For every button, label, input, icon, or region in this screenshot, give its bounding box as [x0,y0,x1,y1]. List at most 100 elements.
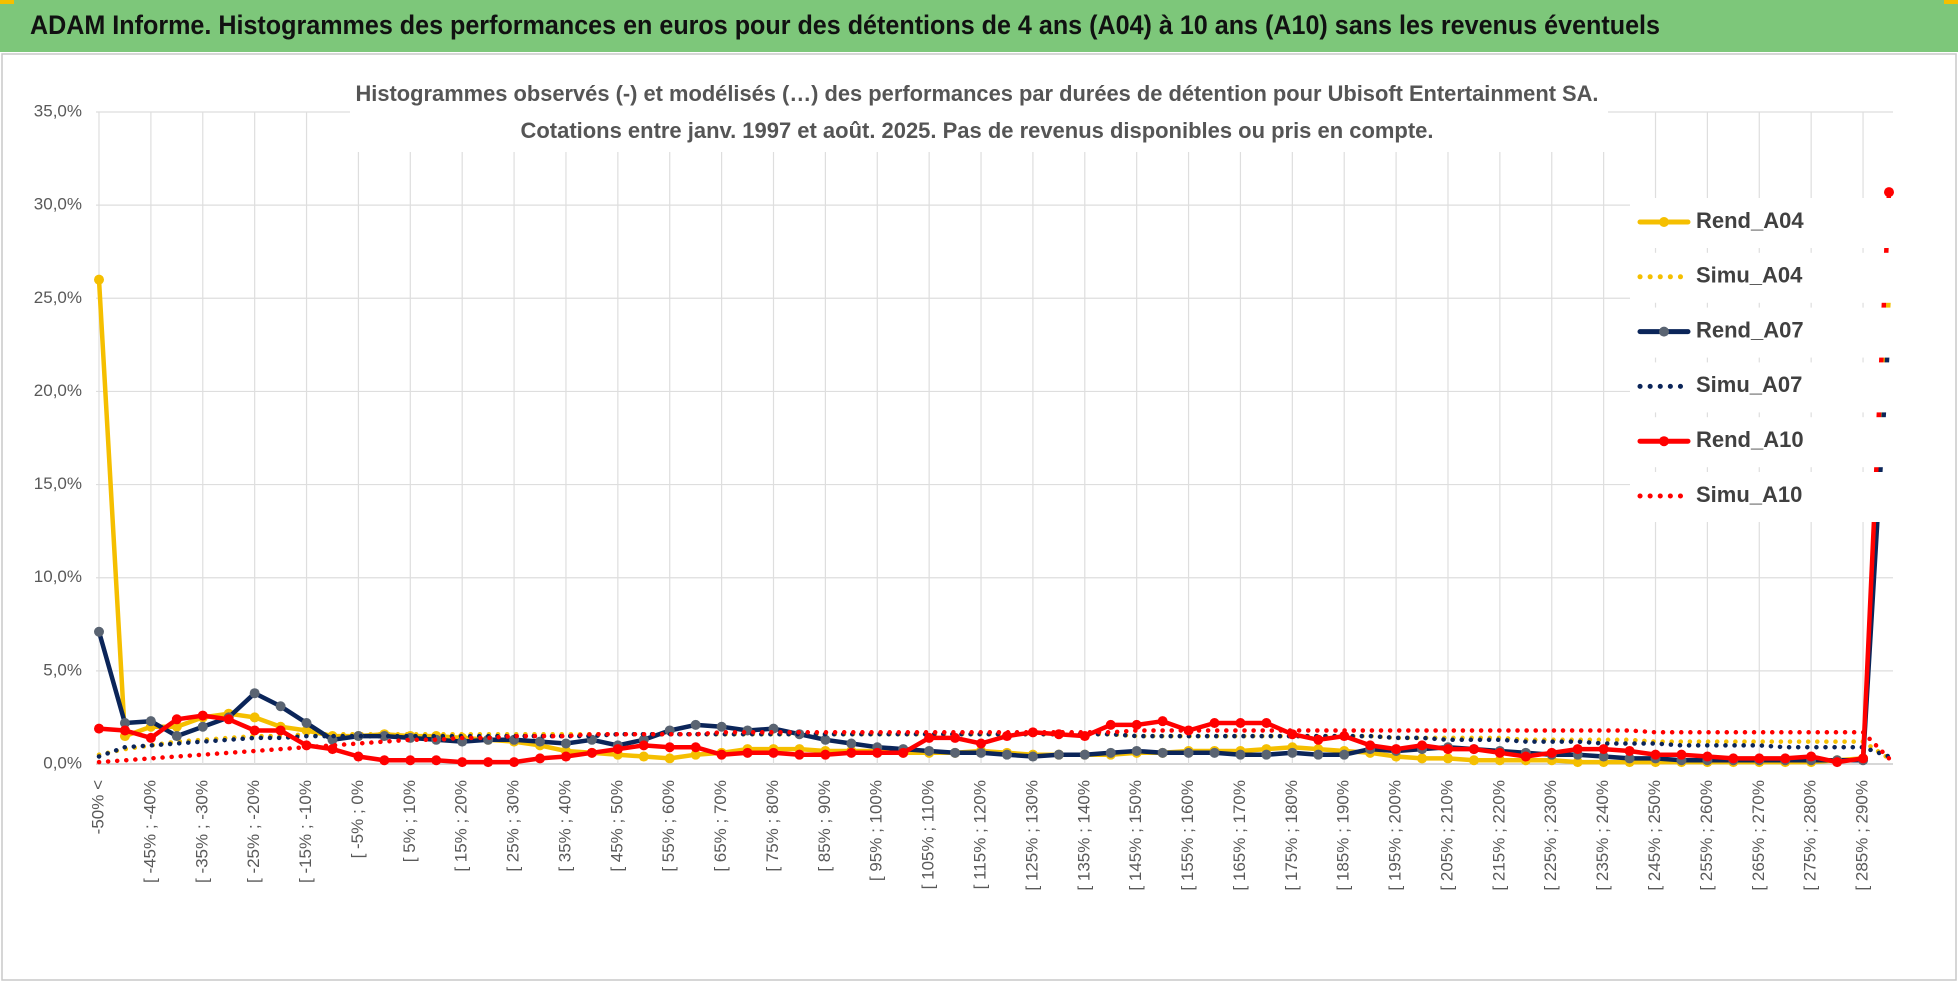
series-marker [457,736,468,747]
series-marker [119,725,130,736]
x-tick-label: [ 185% ; 190% [1334,780,1353,891]
series-marker [976,747,987,758]
series-marker [301,725,312,736]
series-marker [1157,716,1168,727]
x-tick-label: [ 255% ; 260% [1697,780,1716,891]
series-marker [431,755,442,766]
series-marker [560,751,571,762]
series-marker [1598,744,1609,755]
series-marker [535,753,546,764]
series-marker [1572,744,1583,755]
x-tick-label: [ 205% ; 210% [1437,780,1456,891]
corner [1944,0,1958,4]
series-marker [1572,757,1583,768]
x-tick-label: [ 195% ; 200% [1386,780,1405,891]
x-tick-label: [ 175% ; 180% [1282,780,1301,891]
series-marker [820,734,831,745]
y-tick-label: 0,0% [43,753,82,772]
legend-marker [1659,217,1669,227]
x-tick-label: [ 85% ; 90% [815,780,834,872]
series-marker [976,738,987,749]
series-marker [1884,187,1894,198]
y-tick-label: 15,0% [34,474,82,493]
series-marker [275,701,286,712]
series-marker [1417,740,1428,751]
y-tick-label: 5,0% [43,660,82,679]
y-tick-label: 10,0% [34,567,82,586]
series-marker [768,747,779,758]
x-tick-label: [ 155% ; 160% [1178,780,1197,891]
series-marker [1209,747,1220,758]
x-tick-label: [ 235% ; 240% [1593,780,1612,891]
series-marker [1546,747,1557,758]
series-marker [171,714,182,725]
x-tick-label: [ 265% ; 270% [1749,780,1768,891]
series-marker [950,747,961,758]
series-marker [249,725,260,736]
x-tick-label: [ 35% ; 40% [555,780,574,872]
series-marker [690,742,701,753]
series-marker [1494,755,1505,766]
x-tick-label: [ 145% ; 150% [1126,780,1145,891]
series-marker [535,736,546,747]
x-tick-label: [ 215% ; 220% [1489,780,1508,891]
series-marker [1858,753,1869,764]
series-marker [950,732,961,743]
series-marker [1001,749,1012,760]
series-marker [1624,745,1635,756]
series-marker [1079,749,1090,760]
plot: 0,0% 5,0% 10,0% 15,0% 20,0% 25,0% 30,0% 35,0% -5… [34,101,1894,891]
x-tick-label: [ -5% ; 0% [348,780,367,858]
series-marker [586,747,597,758]
series-marker [1365,740,1376,751]
legend-label: Simu_A07 [1696,372,1802,397]
x-tick-label: [ 275% ; 280% [1801,780,1820,891]
series-marker [1494,747,1505,758]
series-marker [483,757,494,768]
y-tick-label: 20,0% [34,381,82,400]
series-marker [820,749,831,760]
series-marker [872,747,883,758]
series-line [96,189,1892,765]
series-marker [1650,749,1661,760]
legend-label: Rend_A10 [1696,427,1804,452]
legend-backdrop [1630,252,1910,303]
series-marker [1468,744,1479,755]
series-marker [197,721,208,732]
series-marker [509,757,520,768]
series-marker [794,749,805,760]
chart-title: Histogrammes observés (-) et modélisés (… [356,81,1599,106]
series-marker [1468,755,1479,766]
series-marker [1442,753,1453,764]
series-marker [924,732,935,743]
series-marker [1780,753,1791,764]
series-marker [1287,747,1298,758]
series-marker [1131,719,1142,730]
x-tick-label: [ -35% ; -30% [192,780,211,883]
chart-border [1,53,1957,981]
legend-marker [1659,326,1669,337]
series-marker [94,274,104,285]
series-marker [1027,751,1038,762]
series-marker [1598,751,1609,762]
x-tick-label: [ 105% ; 110% [919,780,938,889]
series-marker [1027,727,1038,738]
series-marker [1235,749,1246,760]
x-tick-label: [ 15% ; 20% [452,780,471,872]
x-tick-label: [ 5% ; 10% [400,780,419,862]
series-marker [1832,757,1843,768]
series-marker [353,731,364,742]
series-marker [1261,718,1272,729]
series-marker [1157,747,1168,758]
chart-subtitle: Cotations entre janv. 1997 et août. 2025… [521,118,1434,143]
series-marker [638,740,649,751]
series-marker [249,712,260,723]
x-tick-label: [ -25% ; -20% [244,780,263,883]
series-line [96,731,1892,759]
series-marker [846,738,857,749]
x-tick-label: [ 95% ; 100% [867,780,886,881]
series-marker [1728,753,1739,764]
series-marker [1053,749,1064,760]
series-marker [716,721,727,732]
series-marker [94,723,104,734]
